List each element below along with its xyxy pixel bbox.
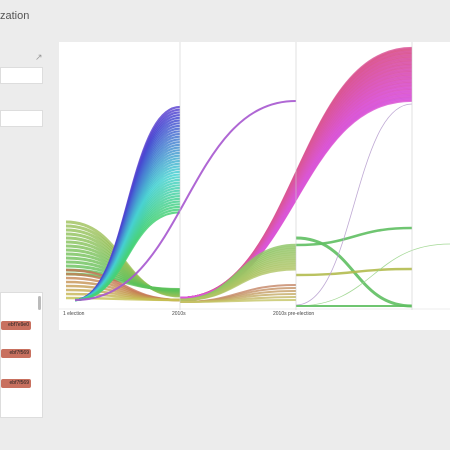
expand-icon[interactable]: ↗ [35, 52, 43, 62]
flow [179, 267, 297, 302]
tag-list: ebf7e9e0 ebf7f569 ebf7f569 [0, 292, 43, 418]
axis-label: 2010s pre-election [273, 311, 314, 317]
tag[interactable]: ebf7f569 [1, 349, 31, 358]
axis-label: 2010s [172, 311, 186, 317]
flow [295, 226, 413, 247]
flow [179, 299, 297, 303]
flow [74, 100, 297, 301]
flow [74, 211, 181, 302]
page-title: zation [0, 10, 30, 22]
axis-label: 1 election [63, 311, 85, 317]
input-box[interactable] [0, 110, 43, 127]
tag[interactable]: ebf7f569 [1, 379, 31, 388]
flow [295, 267, 413, 277]
tag[interactable]: ebf7e9e0 [1, 321, 31, 330]
scrollbar[interactable] [38, 296, 41, 310]
input-box[interactable] [0, 67, 43, 84]
flow [295, 103, 413, 306]
flow [295, 243, 450, 307]
